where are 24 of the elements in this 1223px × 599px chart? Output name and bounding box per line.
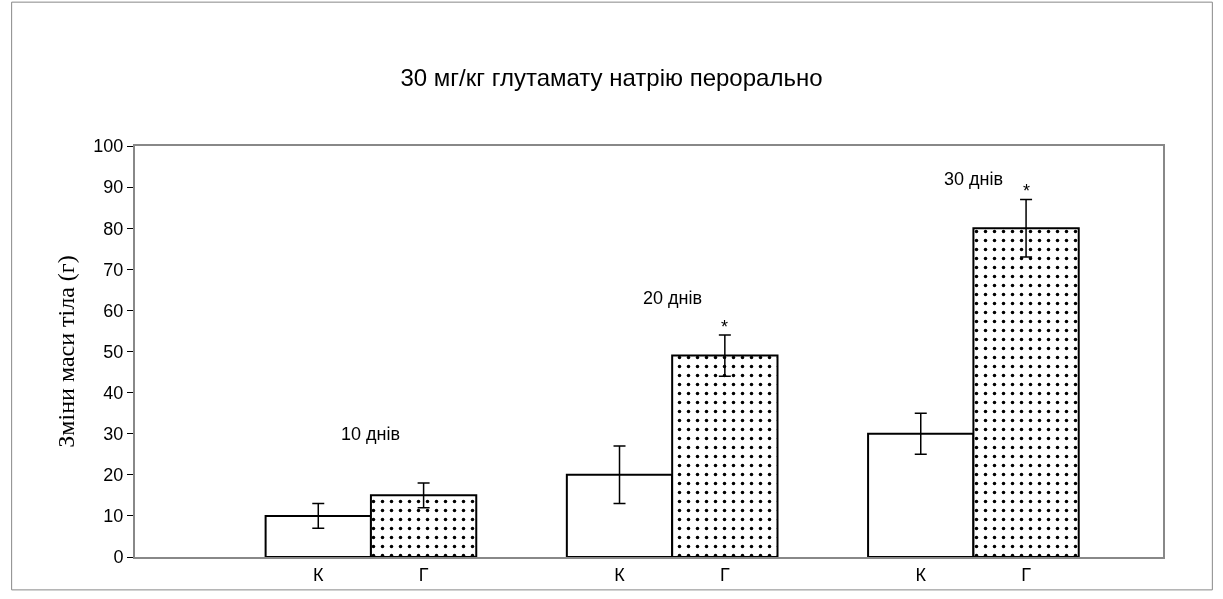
y-tick-label: 20 [103, 465, 124, 486]
annotation: 20 днів [643, 288, 703, 308]
y-tick-label: 50 [103, 341, 124, 362]
x-tick-label: Г [1021, 564, 1032, 585]
x-tick-label: К [915, 564, 927, 585]
y-axis-title: Зміни маси тіла (г) [52, 255, 79, 448]
x-tick-label: К [614, 564, 626, 585]
x-tick-label: Г [418, 564, 429, 585]
y-tick-label: 90 [103, 177, 124, 198]
y-tick-label: 40 [103, 382, 124, 403]
y-tick-label: 60 [103, 300, 124, 321]
annotation: 10 днів [341, 424, 401, 444]
annotation: 30 днів [944, 169, 1004, 189]
x-tick-label: К [313, 564, 325, 585]
annotation: * [1023, 181, 1031, 201]
y-tick-label: 0 [113, 547, 124, 568]
y-tick-label: 30 [103, 424, 124, 444]
x-tick-label: Г [719, 564, 730, 585]
y-tick-label: 100 [93, 136, 124, 157]
chart-title: 30 мг/кг глутамату натрію перорально [400, 64, 823, 92]
annotation: * [721, 317, 729, 337]
y-tick-label: 70 [103, 259, 124, 280]
y-tick-label: 80 [103, 218, 124, 239]
y-tick-label: 10 [103, 506, 124, 527]
